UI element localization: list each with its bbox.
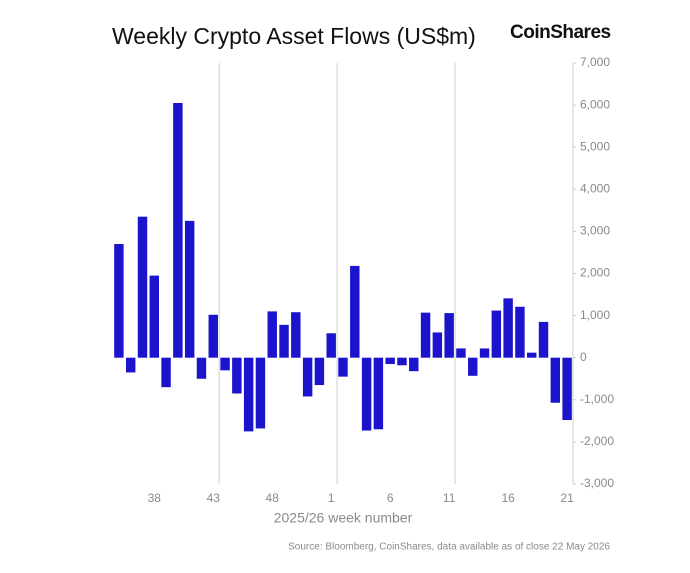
bar — [444, 313, 454, 358]
y-tick-label: 3,000 — [580, 224, 610, 238]
bar — [491, 310, 502, 358]
bar — [385, 357, 395, 365]
bar — [456, 348, 466, 358]
bar — [208, 314, 218, 358]
bar — [149, 275, 159, 358]
bar — [338, 357, 348, 377]
y-tick-label: 2,000 — [580, 266, 610, 280]
bar — [173, 102, 183, 358]
y-tick-label: 6,000 — [580, 97, 610, 111]
bar — [220, 357, 230, 371]
bar — [196, 357, 207, 379]
bar — [468, 357, 478, 376]
x-tick-label: 11 — [443, 491, 456, 505]
source-note: Source: Bloomberg, CoinShares, data avai… — [288, 542, 610, 553]
y-tick-label: 0 — [580, 350, 587, 364]
bar — [314, 357, 325, 386]
bar — [527, 352, 537, 358]
y-tick-label: -2,000 — [580, 434, 614, 448]
bar — [432, 332, 443, 358]
bar — [125, 357, 136, 373]
bar — [515, 306, 525, 358]
y-tick-label: 5,000 — [580, 139, 610, 153]
x-tick-label: 38 — [148, 491, 162, 505]
y-tick-label: 4,000 — [580, 181, 610, 195]
bar — [503, 298, 513, 358]
bar — [184, 220, 195, 358]
bar — [420, 312, 431, 358]
bar — [479, 348, 490, 358]
x-axis-label: 2025/26 week number — [274, 510, 413, 526]
bar — [267, 311, 277, 358]
bar — [350, 265, 360, 358]
bar — [114, 244, 124, 358]
x-tick-label: 48 — [266, 491, 280, 505]
bar — [562, 357, 572, 421]
bar — [161, 357, 171, 388]
bar — [279, 324, 289, 358]
bar — [232, 357, 242, 394]
x-tick-label: 21 — [560, 491, 574, 505]
bar — [255, 357, 266, 429]
bar — [243, 357, 254, 432]
x-tick-label: 43 — [207, 491, 221, 505]
y-tick-label: 1,000 — [580, 308, 610, 322]
x-tick-label: 1 — [328, 491, 335, 505]
bar — [397, 357, 407, 366]
bar — [326, 333, 336, 358]
y-tick-label: 7,000 — [580, 55, 610, 69]
bar — [291, 312, 301, 358]
bar — [361, 357, 372, 431]
x-tick-label: 6 — [387, 491, 394, 505]
bar — [373, 357, 384, 430]
y-tick-label: -1,000 — [580, 392, 614, 406]
bar — [137, 216, 148, 358]
bar — [302, 357, 313, 397]
bar — [538, 321, 549, 358]
y-tick-label: -3,000 — [580, 476, 614, 490]
bar — [409, 357, 419, 372]
chart-title: Weekly Crypto Asset Flows (US$m) — [112, 23, 476, 49]
brand-logo: CoinShares — [510, 22, 611, 43]
x-tick-label: 16 — [501, 491, 515, 505]
bar — [550, 357, 561, 403]
